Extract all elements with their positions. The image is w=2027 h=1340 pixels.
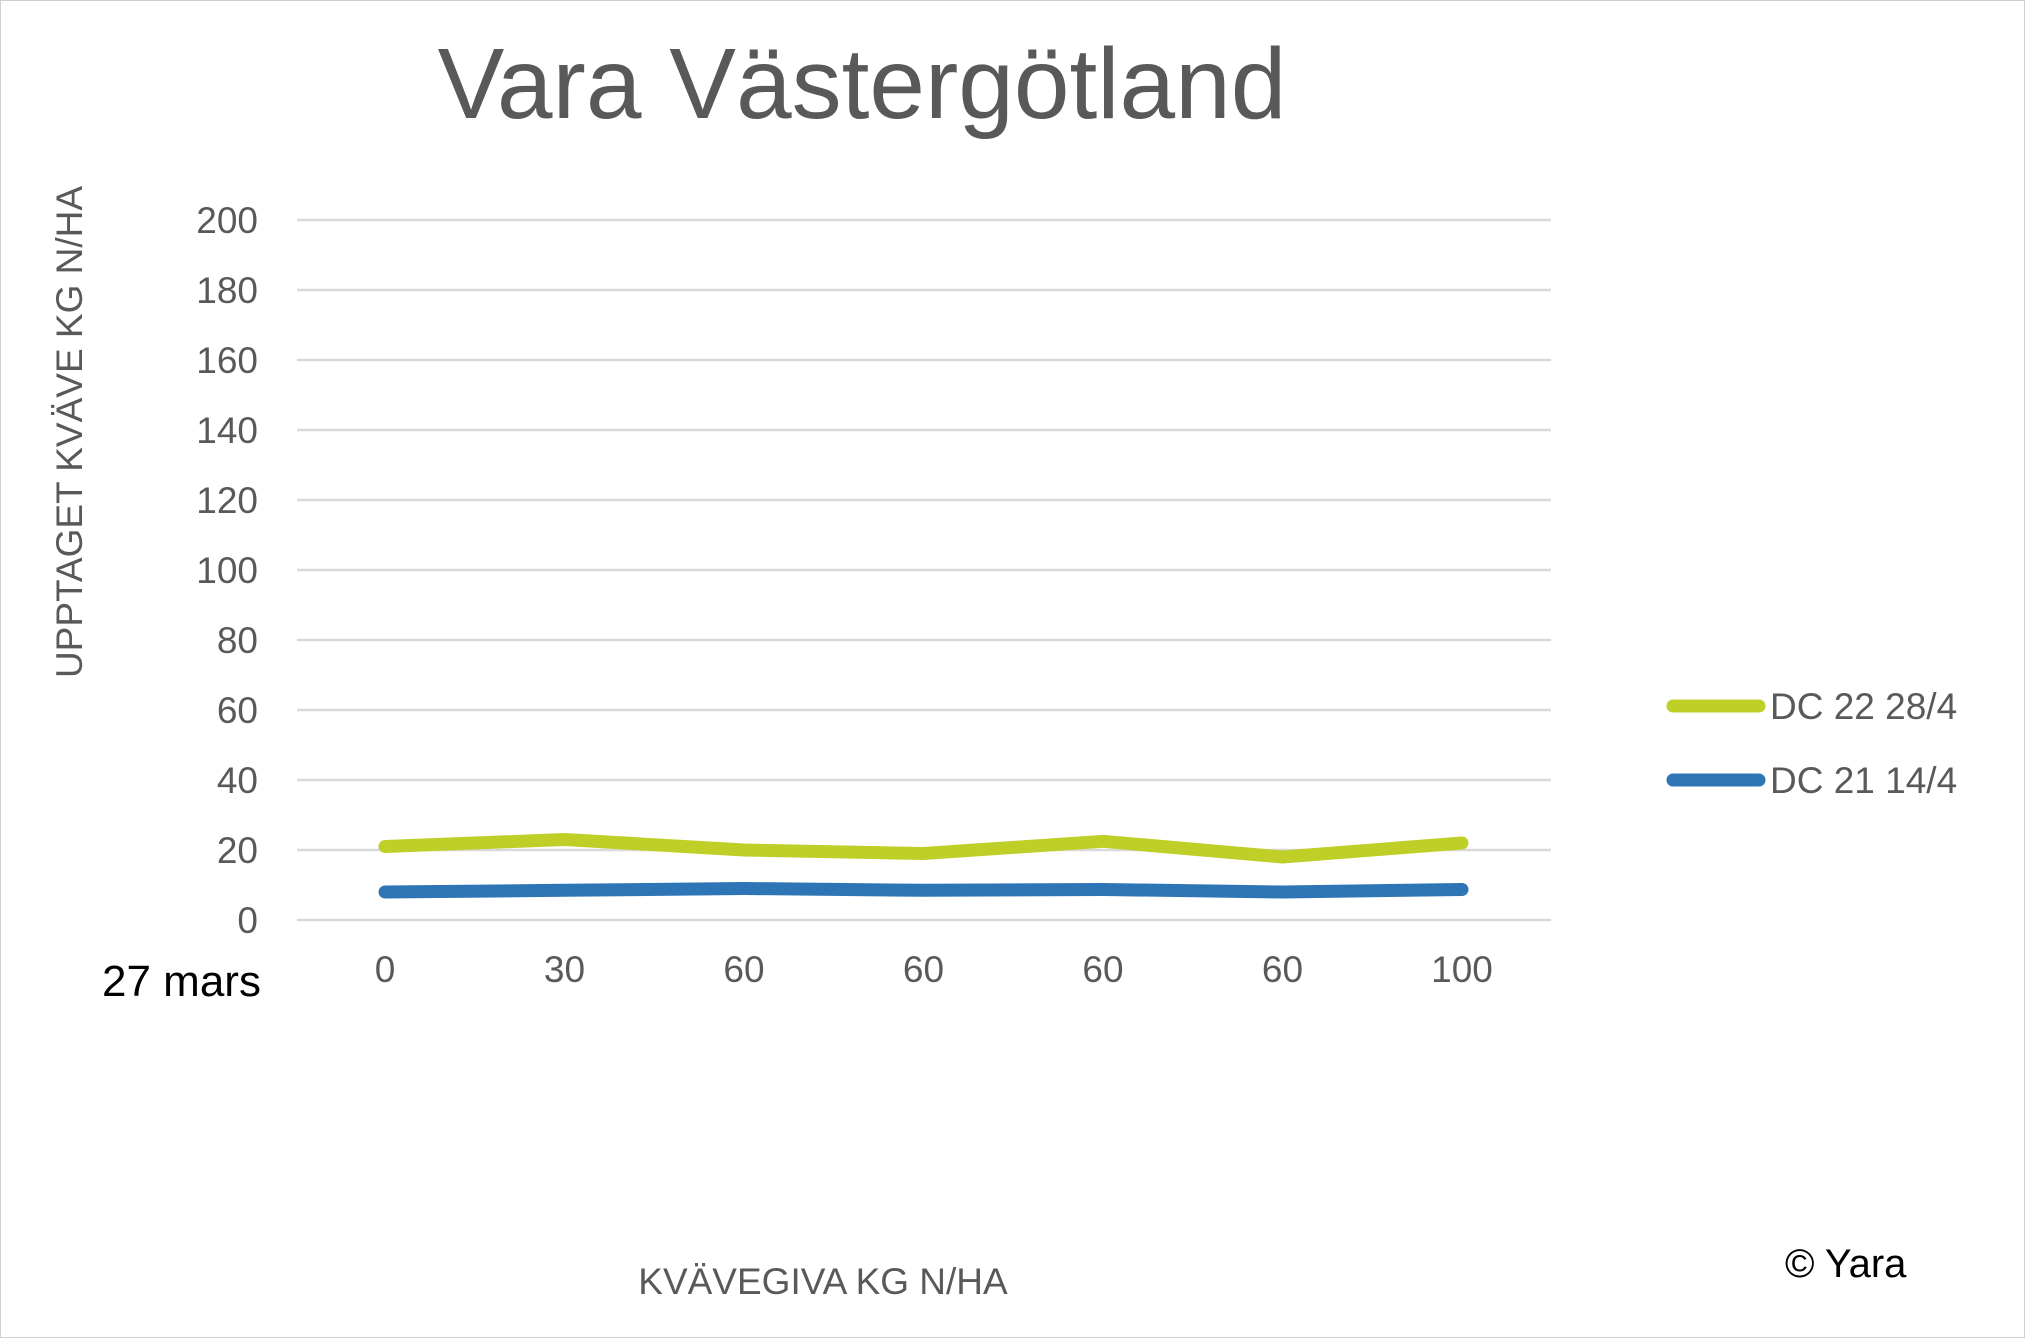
x-tick-label: 60 bbox=[723, 949, 764, 990]
copyright-note: © Yara bbox=[1785, 1242, 1907, 1286]
y-tick-label: 180 bbox=[196, 270, 258, 311]
x-tick-label: 60 bbox=[1082, 949, 1123, 990]
legend-label: DC 21 14/4 bbox=[1770, 760, 1957, 801]
x-tick-label: 60 bbox=[1262, 949, 1303, 990]
y-tick-label: 60 bbox=[217, 690, 258, 731]
chart-title: Vara Västergötland bbox=[438, 28, 1287, 140]
date-note: 27 mars bbox=[102, 957, 261, 1006]
gridlines bbox=[297, 218, 1551, 922]
y-tick-label: 140 bbox=[196, 410, 258, 451]
y-tick-label: 160 bbox=[196, 340, 258, 381]
y-axis-ticks: 0 20 40 60 80 100 120 140 160 180 200 bbox=[196, 200, 258, 941]
x-tick-label: 60 bbox=[903, 949, 944, 990]
y-axis-label: UPPTAGET KVÄVE KG N/HA bbox=[49, 186, 90, 678]
series-line bbox=[378, 833, 1469, 864]
y-tick-label: 120 bbox=[196, 480, 258, 521]
y-tick-label: 40 bbox=[217, 760, 258, 801]
legend: DC 22 28/4 DC 21 14/4 bbox=[1666, 686, 1957, 801]
y-tick-label: 80 bbox=[217, 620, 258, 661]
y-tick-label: 0 bbox=[237, 900, 258, 941]
x-axis-label: KVÄVEGIVA KG N/HA bbox=[638, 1261, 1008, 1302]
y-tick-label: 100 bbox=[196, 550, 258, 591]
x-axis-ticks: 0 30 60 60 60 60 100 bbox=[375, 949, 1493, 990]
y-tick-label: 20 bbox=[217, 830, 258, 871]
x-tick-label: 30 bbox=[544, 949, 585, 990]
x-tick-label: 0 bbox=[375, 949, 396, 990]
x-tick-label: 100 bbox=[1431, 949, 1493, 990]
legend-label: DC 22 28/4 bbox=[1770, 686, 1957, 727]
y-tick-label: 200 bbox=[196, 200, 258, 241]
series-lines bbox=[378, 833, 1469, 899]
